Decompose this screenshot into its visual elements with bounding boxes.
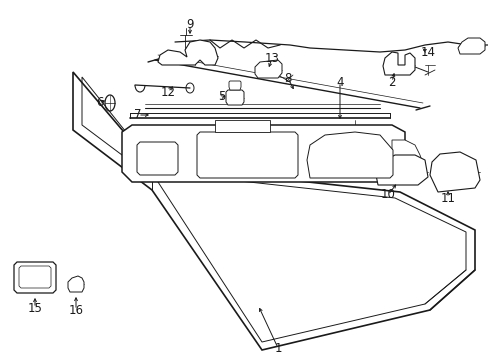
Polygon shape: [391, 140, 424, 178]
Text: 5: 5: [218, 90, 225, 104]
Polygon shape: [137, 142, 178, 175]
Text: 6: 6: [96, 95, 103, 108]
Polygon shape: [228, 81, 241, 90]
Text: 14: 14: [420, 45, 435, 58]
Text: 2: 2: [387, 76, 395, 89]
Text: 4: 4: [336, 76, 343, 89]
Polygon shape: [457, 38, 484, 54]
Text: 13: 13: [264, 51, 279, 64]
Polygon shape: [382, 52, 414, 75]
Polygon shape: [122, 125, 404, 182]
Text: 15: 15: [27, 302, 42, 315]
Text: 3: 3: [196, 147, 203, 159]
Text: 8: 8: [284, 72, 291, 85]
Polygon shape: [429, 152, 479, 192]
Polygon shape: [215, 120, 269, 132]
Polygon shape: [68, 276, 84, 292]
Text: 7: 7: [134, 108, 142, 122]
Text: 16: 16: [68, 303, 83, 316]
Text: 11: 11: [440, 192, 454, 204]
Polygon shape: [225, 90, 244, 105]
Polygon shape: [306, 132, 392, 178]
Text: 12: 12: [160, 85, 175, 99]
Text: 10: 10: [380, 189, 395, 202]
Polygon shape: [73, 72, 474, 350]
Polygon shape: [158, 40, 218, 65]
Text: 9: 9: [186, 18, 193, 31]
Polygon shape: [254, 60, 282, 78]
Polygon shape: [14, 262, 56, 293]
Text: 1: 1: [274, 342, 281, 355]
Polygon shape: [197, 132, 297, 178]
Polygon shape: [374, 155, 427, 185]
